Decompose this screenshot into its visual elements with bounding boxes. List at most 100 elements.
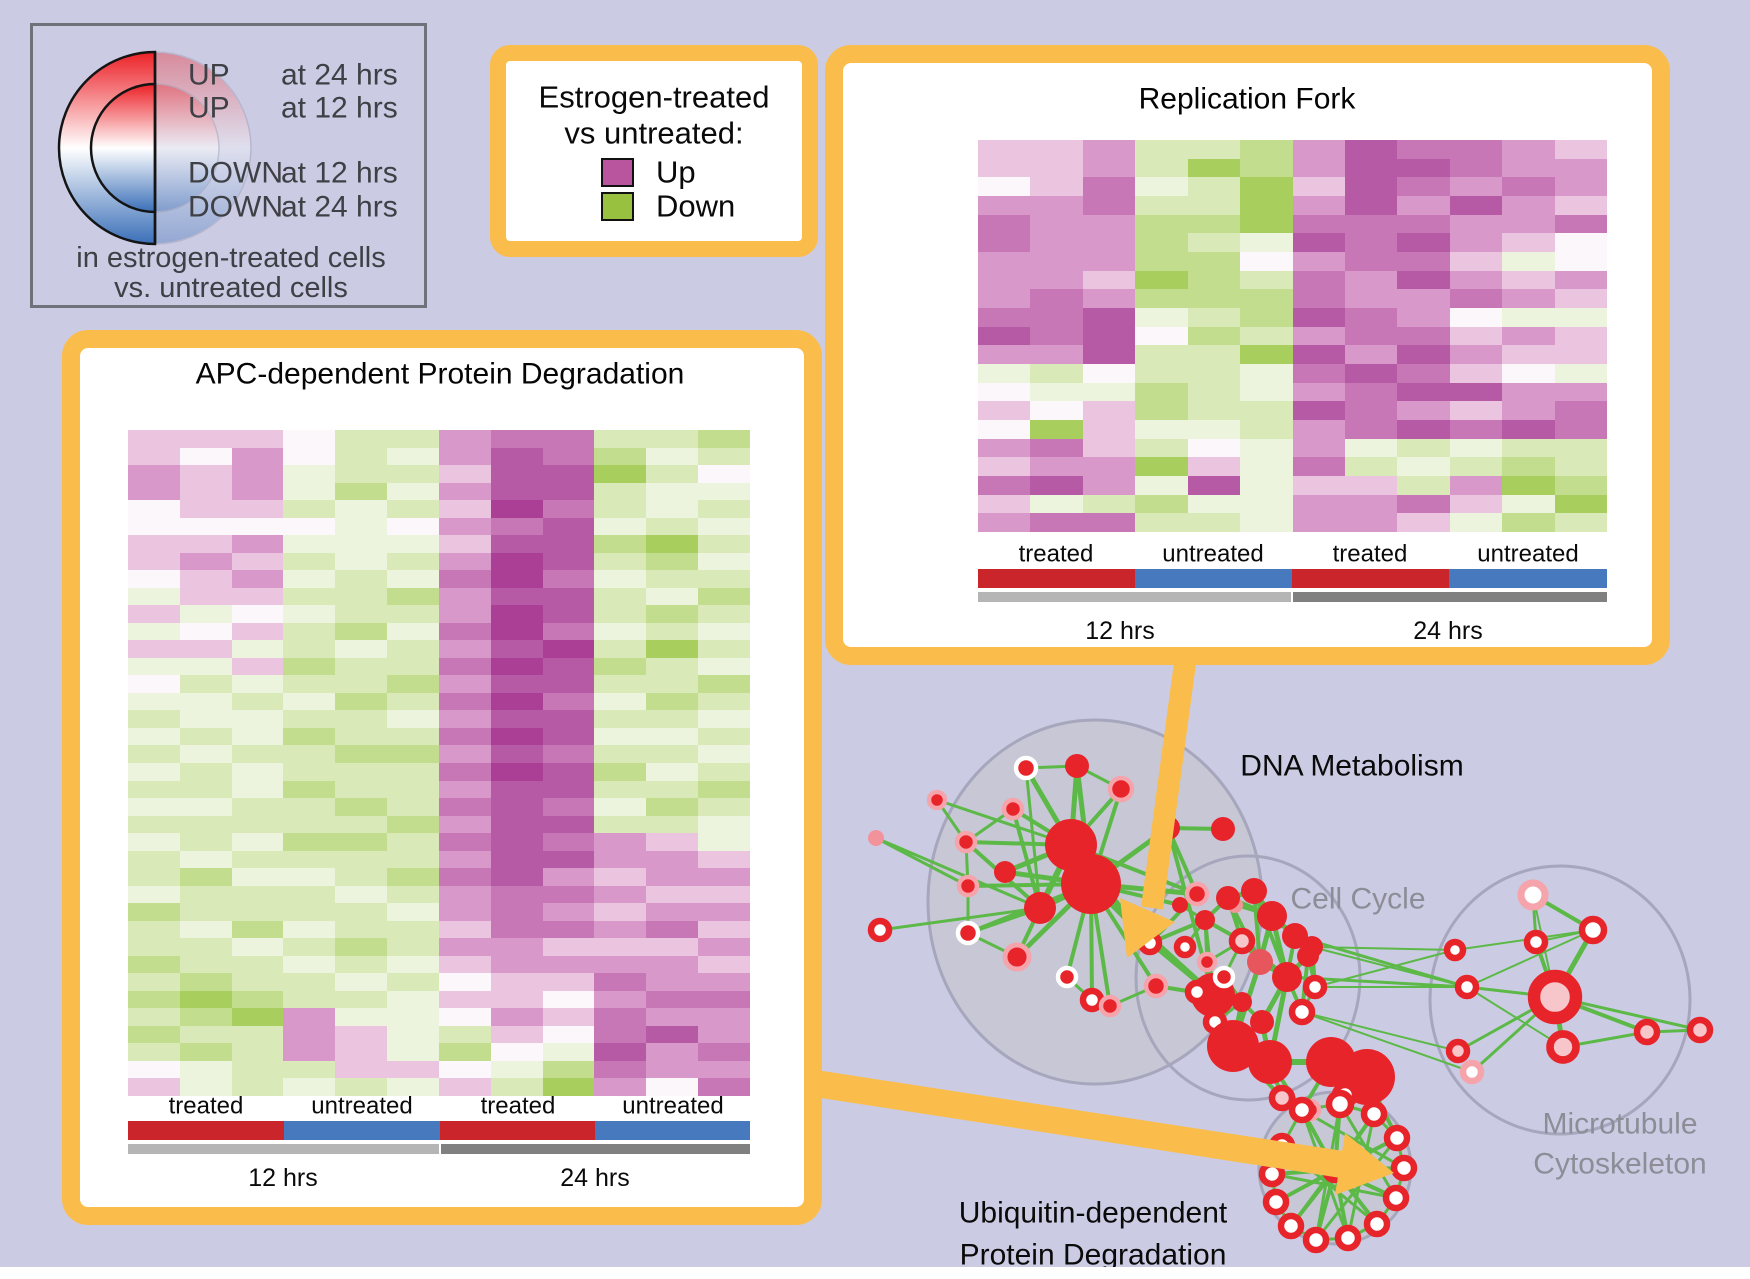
heatmap-cell [490,500,543,518]
heatmap-cell [1082,214,1136,234]
heatmap-cell [1344,401,1398,420]
heatmap-cell [1502,195,1555,215]
heatmap-cell [594,535,647,553]
heatmap-cell [594,1078,647,1096]
heatmap-cell [542,955,595,974]
heatmap-cell [1135,158,1188,178]
heatmap-cell [283,973,336,991]
rf-treated-bar-1 [978,569,1135,588]
network-edge [1285,975,1304,1014]
heatmap-cell [438,692,491,711]
network-edge [1154,984,1199,994]
heatmap-cell [698,780,750,799]
heatmap-cell [231,780,284,799]
heatmap-cell [1030,140,1083,159]
heatmap-cell [231,1008,284,1026]
heatmap-cell [698,1025,750,1044]
network-edge [1269,913,1290,980]
heatmap-cell [1292,251,1345,271]
heatmap-cell [1397,513,1450,532]
network-edge [1068,763,1080,848]
heatmap-cell [387,587,439,606]
heatmap-cell [1187,363,1241,383]
heatmap-cell [335,1025,388,1044]
heatmap-cell [1344,140,1398,159]
heatmap-cell [1554,289,1607,308]
apc-panel-title: APC-dependent Protein Degradation [195,357,685,391]
network-edge [935,798,968,844]
network-edge [1394,1166,1406,1200]
heatmap-cell [542,1025,595,1044]
heatmap-cell [490,955,543,974]
heatmap-cell [542,570,595,588]
network-edge [1088,825,1171,887]
gene-node-redlight [1247,949,1273,975]
heatmap-cell [1449,457,1503,476]
heatmap-cell [335,692,388,711]
heatmap-cell [1502,363,1555,383]
heatmap-cell [490,727,543,746]
heatmap-cell [335,868,388,886]
heatmap-cell [335,762,388,781]
heatmap-cell [438,605,491,623]
gene-node-donut [1325,1089,1355,1119]
network-edge [1269,913,1298,939]
heatmap-cell [1397,214,1450,234]
rf-untreated-bar-2 [1449,569,1607,588]
dna-cluster-ellipse [926,718,1264,1086]
heatmap-cell [1397,494,1450,514]
heatmap-cell [1292,513,1345,532]
heatmap-cell [1502,475,1555,495]
heatmap-cell [1187,494,1241,514]
heatmap-cell [490,570,543,588]
apc-untreated-bar-2 [595,1121,750,1140]
heatmap-cell [1082,251,1136,271]
heatmap-cell [1240,363,1293,383]
legend-down-24-time: at 24 hrs [281,190,398,224]
heatmap-cell [646,692,699,711]
heatmap-cell [387,745,439,763]
network-edge [1306,945,1314,958]
gene-node-solid [1216,886,1240,910]
rf-panel-title: Replication Fork [1138,82,1356,116]
gene-node-donut [1578,915,1608,945]
heatmap-cell [438,552,491,571]
heatmap-cell [231,727,284,746]
heatmap-cell [1135,494,1188,514]
heatmap-cell [1187,401,1241,420]
heatmap-cell [1082,382,1136,402]
network-edge [1233,903,1274,918]
heatmap-cell [646,710,699,728]
heatmap-cell [698,727,750,746]
heatmap-cell [283,745,336,763]
network-edge [1456,995,1557,1053]
heatmap-cell [1082,419,1136,439]
gene-node-donut [1288,1096,1316,1124]
heatmap-cell [490,587,543,606]
legend-footer-line1: in estrogen-treated cells [76,241,386,274]
heatmap-cell [1292,214,1345,234]
heatmap-cell [283,552,336,571]
heatmap-cell [542,482,595,501]
heatmap-cell [490,465,543,483]
heatmap-cell [231,745,284,763]
heatmap-cell [698,535,750,553]
heatmap-cell [594,657,647,676]
network-edge [1252,889,1289,979]
network-edge [1346,1112,1376,1240]
network-edge [1365,1075,1399,1140]
heatmap-cell [646,675,699,693]
apc-untreated-bar-1 [284,1121,440,1140]
estrogen-legend-box: Estrogen-treated vs untreated: Up Down [490,45,818,257]
heatmap-cell [542,605,595,623]
network-edge [1280,1096,1304,1112]
heatmap-cell [128,833,180,851]
network-edge [1024,766,1042,910]
heatmap-cell [978,251,1031,271]
heatmap-cell [231,798,284,816]
heatmap-cell [698,675,750,693]
heatmap-cell [128,500,180,518]
heatmap-cell [1187,419,1241,439]
heatmap-cell [1344,158,1398,178]
heatmap-cell [1187,513,1241,532]
